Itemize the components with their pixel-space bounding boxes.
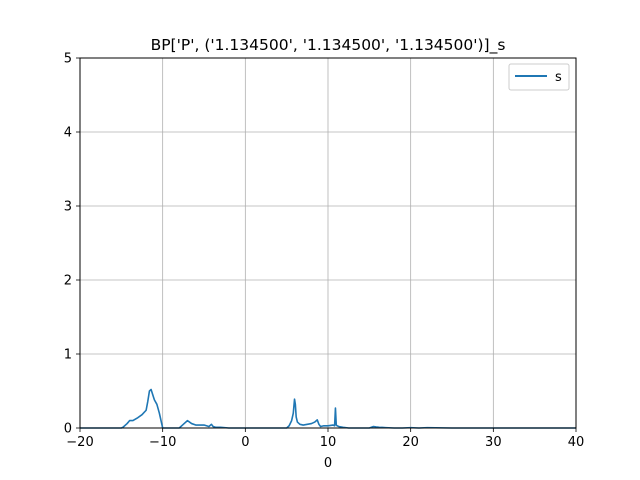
y-tick-label: 4 — [64, 126, 72, 141]
y-tick-label: 5 — [64, 52, 72, 67]
x-tick-label: 20 — [402, 435, 419, 450]
x-tick-label: −20 — [66, 435, 93, 450]
x-tick-label: 40 — [568, 435, 585, 450]
axis-ticks: −20 −10 0 10 20 30 40 0 1 2 3 4 5 — [64, 52, 585, 451]
chart-title: BP['P', ('1.134500', '1.134500', '1.1345… — [151, 36, 506, 55]
x-axis-label: 0 — [324, 456, 332, 471]
x-tick-label: 10 — [320, 435, 337, 450]
legend-label: s — [555, 70, 562, 85]
x-tick-label: 0 — [241, 435, 249, 450]
y-tick-label: 0 — [64, 422, 72, 437]
legend: s — [508, 63, 570, 91]
y-tick-label: 2 — [64, 274, 72, 289]
x-tick-label: 30 — [485, 435, 502, 450]
x-tick-label: −10 — [149, 435, 176, 450]
y-tick-label: 1 — [64, 348, 72, 363]
y-tick-label: 3 — [64, 200, 72, 215]
